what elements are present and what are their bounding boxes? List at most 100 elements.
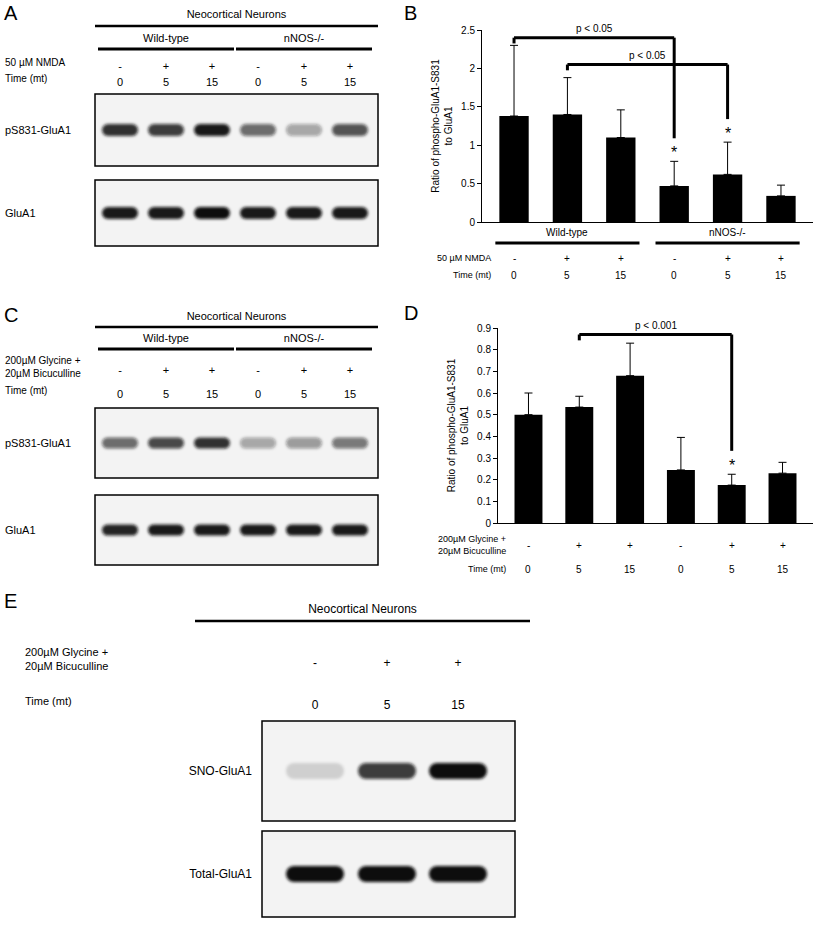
svg-text:GluA1: GluA1 — [5, 524, 36, 536]
svg-text:Neocortical Neurons: Neocortical Neurons — [187, 310, 287, 322]
svg-text:Wild-type: Wild-type — [546, 227, 588, 238]
svg-text:5: 5 — [301, 388, 307, 400]
svg-text:Time (mt): Time (mt) — [468, 564, 506, 574]
svg-text:+: + — [209, 364, 215, 376]
svg-text:*: * — [671, 144, 677, 161]
svg-text:Ratio of phospho-GluA1-S831to: Ratio of phospho-GluA1-S831to GluA1 — [446, 358, 470, 492]
svg-text:+: + — [301, 60, 307, 72]
svg-text:5: 5 — [576, 564, 582, 575]
svg-text:p < 0.05: p < 0.05 — [629, 50, 666, 61]
svg-text:200µM Glycine +20µM Bicucullin: 200µM Glycine +20µM Bicuculline — [5, 355, 81, 379]
svg-text:+: + — [209, 60, 215, 72]
svg-text:0.9: 0.9 — [477, 323, 491, 334]
svg-text:0.3: 0.3 — [477, 453, 491, 464]
svg-text:200µM Glycine +20µM Bicucullin: 200µM Glycine +20µM Bicuculline — [438, 534, 506, 556]
svg-text:15: 15 — [344, 76, 356, 88]
svg-text:Time (mt): Time (mt) — [25, 695, 72, 707]
svg-text:0: 0 — [485, 518, 491, 529]
svg-text:15: 15 — [615, 270, 627, 281]
svg-text:+: + — [627, 540, 633, 551]
svg-text:5: 5 — [729, 564, 735, 575]
svg-text:-: - — [256, 364, 260, 376]
svg-text:SNO-GluA1: SNO-GluA1 — [189, 764, 253, 778]
svg-text:Time (mt): Time (mt) — [453, 270, 491, 280]
svg-text:0: 0 — [117, 388, 123, 400]
svg-text:-: - — [679, 540, 682, 551]
svg-text:GluA1: GluA1 — [5, 207, 36, 219]
svg-text:-: - — [118, 60, 122, 72]
svg-text:0: 0 — [525, 564, 531, 575]
svg-text:5: 5 — [564, 270, 570, 281]
svg-text:Neocortical Neurons: Neocortical Neurons — [308, 602, 417, 616]
svg-text:5: 5 — [163, 388, 169, 400]
svg-text:5: 5 — [725, 270, 731, 281]
svg-text:+: + — [564, 253, 570, 264]
svg-text:0: 0 — [312, 698, 319, 712]
svg-text:15: 15 — [775, 270, 787, 281]
svg-text:nNOS-/-: nNOS-/- — [284, 32, 325, 44]
svg-text:Ratio of phospho-GluA1-S831to: Ratio of phospho-GluA1-S831to GluA1 — [430, 59, 454, 193]
svg-text:0.4: 0.4 — [477, 431, 491, 442]
svg-text:0: 0 — [255, 76, 261, 88]
svg-text:15: 15 — [624, 564, 636, 575]
svg-text:0.1: 0.1 — [477, 496, 491, 507]
svg-text:Time (mt): Time (mt) — [5, 73, 47, 84]
svg-text:-: - — [527, 540, 530, 551]
svg-text:50 µM NMDA: 50 µM NMDA — [5, 57, 66, 68]
svg-text:+: + — [618, 253, 624, 264]
svg-text:-: - — [513, 253, 516, 264]
svg-text:0.6: 0.6 — [477, 388, 491, 399]
svg-text:0.5: 0.5 — [461, 178, 475, 189]
svg-text:1: 1 — [469, 140, 475, 151]
svg-text:+: + — [454, 656, 461, 670]
svg-text:5: 5 — [163, 76, 169, 88]
svg-text:2: 2 — [469, 63, 475, 74]
svg-text:+: + — [576, 540, 582, 551]
svg-text:0.5: 0.5 — [477, 409, 491, 420]
svg-text:pS831-GluA1: pS831-GluA1 — [5, 437, 71, 449]
svg-text:15: 15 — [206, 388, 218, 400]
svg-text:0.2: 0.2 — [477, 474, 491, 485]
svg-text:+: + — [347, 364, 353, 376]
svg-text:15: 15 — [451, 698, 465, 712]
svg-text:1.5: 1.5 — [461, 101, 475, 112]
svg-text:15: 15 — [206, 76, 218, 88]
svg-text:0: 0 — [678, 564, 684, 575]
svg-text:50 µM NMDA: 50 µM NMDA — [437, 253, 491, 263]
svg-text:15: 15 — [777, 564, 789, 575]
svg-text:-: - — [313, 656, 317, 670]
svg-text:*: * — [729, 457, 735, 474]
svg-text:+: + — [163, 60, 169, 72]
svg-text:p < 0.05: p < 0.05 — [576, 23, 613, 34]
svg-text:+: + — [725, 253, 731, 264]
svg-text:+: + — [347, 60, 353, 72]
svg-text:Time (mt): Time (mt) — [5, 385, 47, 396]
svg-text:5: 5 — [384, 698, 391, 712]
svg-text:+: + — [778, 253, 784, 264]
svg-text:+: + — [163, 364, 169, 376]
svg-text:+: + — [301, 364, 307, 376]
svg-text:Neocortical Neurons: Neocortical Neurons — [187, 8, 287, 20]
svg-text:0: 0 — [255, 388, 261, 400]
svg-text:15: 15 — [344, 388, 356, 400]
svg-text:pS831-GluA1: pS831-GluA1 — [5, 124, 71, 136]
svg-text:nNOS-/-: nNOS-/- — [284, 332, 325, 344]
svg-text:0: 0 — [469, 217, 475, 228]
svg-text:Wild-type: Wild-type — [143, 332, 189, 344]
svg-text:nNOS-/-: nNOS-/- — [709, 227, 746, 238]
svg-text:Total-GluA1: Total-GluA1 — [189, 867, 252, 881]
svg-text:+: + — [383, 656, 390, 670]
svg-text:p < 0.001: p < 0.001 — [635, 320, 677, 331]
svg-text:*: * — [725, 125, 731, 142]
svg-text:200µM Glycine +20µM Bicucullin: 200µM Glycine +20µM Bicuculline — [25, 646, 108, 672]
svg-text:0.8: 0.8 — [477, 344, 491, 355]
svg-text:-: - — [673, 253, 676, 264]
svg-text:0: 0 — [671, 270, 677, 281]
svg-text:0: 0 — [511, 270, 517, 281]
svg-text:0: 0 — [117, 76, 123, 88]
svg-text:5: 5 — [301, 76, 307, 88]
svg-text:-: - — [118, 364, 122, 376]
svg-text:+: + — [780, 540, 786, 551]
svg-text:2.5: 2.5 — [461, 25, 475, 36]
svg-text:-: - — [256, 60, 260, 72]
